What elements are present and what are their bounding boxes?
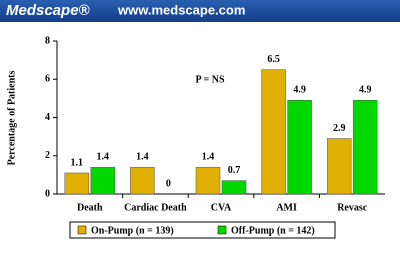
data-label: 2.9 bbox=[333, 123, 346, 134]
data-label: 1.4 bbox=[97, 152, 110, 163]
data-label: 1.4 bbox=[202, 152, 215, 163]
x-tick-label: CVA bbox=[211, 202, 232, 213]
legend-swatch bbox=[77, 225, 87, 235]
url: www.medscape.com bbox=[117, 2, 245, 17]
legend-label: Off-Pump (n = 142) bbox=[231, 225, 315, 236]
annotation: P = NS bbox=[195, 74, 224, 85]
x-tick-label: Cardiac Death bbox=[124, 202, 187, 213]
data-label: 0 bbox=[166, 178, 171, 189]
y-tick-label: 2 bbox=[45, 150, 50, 161]
logo: Medscape® bbox=[6, 2, 91, 19]
y-tick-label: 8 bbox=[45, 35, 50, 46]
y-axis-label: Percentage of Patients bbox=[6, 71, 17, 166]
bar bbox=[195, 166, 221, 195]
y-tick-label: 4 bbox=[45, 112, 50, 123]
data-label: 4.9 bbox=[293, 85, 306, 96]
x-tick-label: Revasc bbox=[337, 202, 368, 213]
bar bbox=[326, 138, 352, 195]
data-label: 1.4 bbox=[136, 152, 149, 163]
bar bbox=[352, 100, 378, 195]
x-tick-label: AMI bbox=[276, 202, 297, 213]
y-tick-label: 0 bbox=[45, 188, 50, 199]
data-label: 0.7 bbox=[228, 165, 241, 176]
data-label: 1.1 bbox=[71, 157, 84, 168]
y-tick-label: 6 bbox=[45, 74, 50, 85]
legend-box bbox=[69, 221, 336, 239]
bar bbox=[130, 166, 155, 195]
x-tick-label: Death bbox=[77, 202, 103, 213]
legend-label: On-Pump (n = 139) bbox=[91, 225, 174, 236]
bar bbox=[64, 172, 90, 195]
bar bbox=[221, 180, 247, 195]
bar bbox=[261, 69, 286, 195]
bar bbox=[90, 166, 116, 195]
bar bbox=[287, 100, 312, 195]
data-label: 4.9 bbox=[359, 85, 372, 96]
legend-swatch bbox=[217, 225, 227, 235]
header-bar bbox=[0, 0, 400, 22]
data-label: 6.5 bbox=[267, 54, 280, 65]
